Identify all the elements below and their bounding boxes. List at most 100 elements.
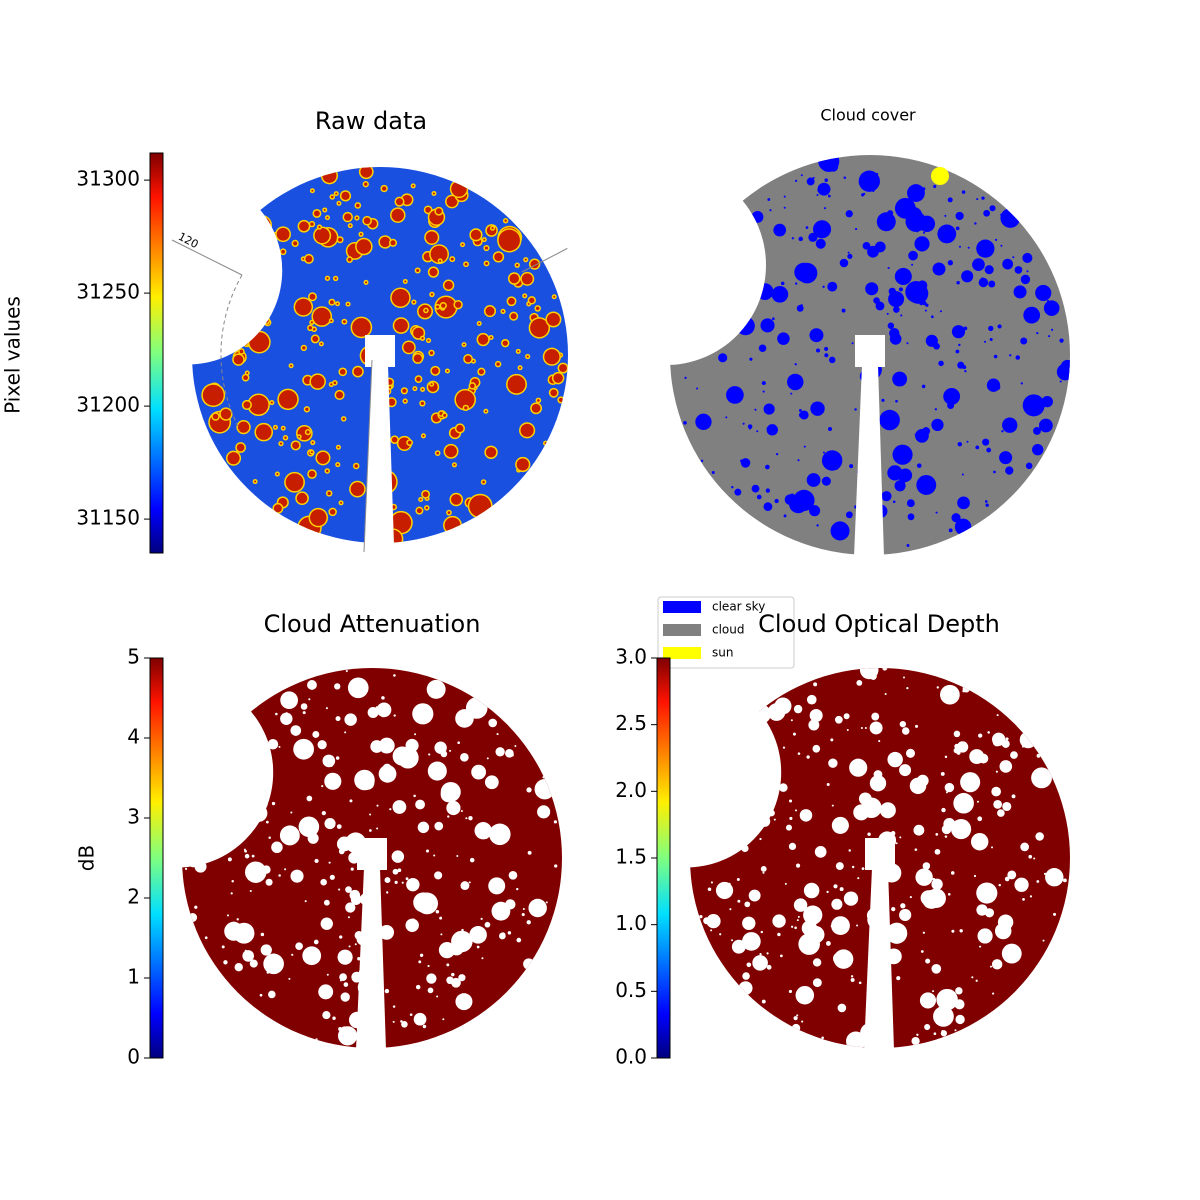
blob: [991, 786, 1002, 797]
blob: [466, 724, 469, 727]
blob: [795, 863, 801, 868]
blob: [359, 233, 363, 236]
blob: [393, 674, 396, 677]
blob: [1029, 895, 1033, 898]
blob: [302, 946, 322, 966]
blob: [977, 816, 983, 822]
blob: [828, 427, 832, 431]
blob: [915, 724, 919, 728]
blob: [1008, 922, 1011, 925]
blob: [516, 887, 519, 891]
blob: [489, 823, 511, 846]
blob: [989, 337, 993, 342]
blob: [875, 301, 885, 311]
blob: [446, 800, 461, 816]
blob: [793, 1016, 798, 1021]
blob: [344, 213, 352, 221]
blob: [967, 246, 970, 249]
blob: [461, 243, 464, 246]
blob: [760, 866, 767, 872]
blob: [284, 436, 287, 439]
blob: [809, 709, 823, 723]
blob: [427, 761, 447, 781]
blob: [777, 932, 781, 937]
blob: [326, 973, 329, 976]
blob: [767, 198, 771, 201]
blob: [887, 322, 895, 329]
blob: [260, 932, 265, 937]
blob: [984, 265, 994, 275]
blob: [455, 709, 474, 728]
blob: [392, 868, 399, 875]
blob: [402, 388, 407, 393]
blob: [874, 241, 886, 253]
blob: [876, 212, 896, 232]
blob: [484, 921, 491, 928]
blob: [731, 486, 734, 489]
blob: [788, 842, 797, 851]
blob: [756, 430, 759, 433]
blob: [427, 339, 430, 342]
blob: [546, 312, 560, 326]
colorbar-tick-label: 1.5: [615, 845, 647, 869]
blob: [381, 186, 387, 191]
blob: [308, 698, 311, 701]
blob: [718, 353, 728, 363]
colorbar: [149, 152, 164, 554]
blob: [944, 214, 947, 217]
blob: [790, 392, 793, 395]
blob: [335, 756, 340, 760]
blob: [696, 387, 699, 390]
blob: [899, 908, 912, 922]
blob: [322, 754, 336, 768]
azimuth-line: [171, 239, 243, 276]
blob: [392, 1020, 395, 1023]
blob: [938, 360, 944, 367]
blob: [719, 933, 722, 936]
blob: [761, 381, 766, 386]
blob: [853, 804, 870, 821]
blob: [783, 195, 786, 198]
blob: [317, 740, 327, 750]
blob: [793, 704, 803, 714]
blob: [429, 268, 438, 277]
blob: [495, 747, 505, 757]
blob: [338, 848, 345, 855]
blob: [544, 349, 560, 365]
blob: [822, 451, 825, 454]
blob: [428, 753, 431, 756]
blob: [1041, 395, 1053, 408]
blob: [815, 238, 826, 249]
blob: [1004, 876, 1010, 882]
blob: [558, 397, 564, 403]
blob: [742, 932, 761, 951]
blob: [522, 908, 525, 911]
blob: [430, 245, 448, 263]
blob: [835, 862, 844, 871]
blob: [391, 208, 405, 222]
blob: [421, 388, 424, 391]
blob: [787, 373, 804, 391]
blob: [924, 1024, 931, 1031]
blob: [886, 312, 889, 315]
blob: [778, 783, 788, 792]
blob: [831, 804, 834, 807]
blob: [810, 401, 825, 416]
blob: [703, 917, 711, 925]
blob: [268, 990, 276, 999]
blob: [987, 731, 990, 734]
blob: [1028, 854, 1033, 859]
slot: [356, 868, 386, 1050]
blob: [934, 408, 937, 411]
blob: [390, 240, 396, 246]
blob: [471, 764, 487, 780]
blob: [1014, 877, 1029, 892]
blob: [843, 713, 850, 720]
blob: [812, 176, 815, 179]
blob: [349, 224, 352, 227]
blob: [854, 408, 857, 411]
blob: [354, 943, 357, 946]
slot: [854, 365, 884, 557]
blob: [413, 387, 416, 390]
